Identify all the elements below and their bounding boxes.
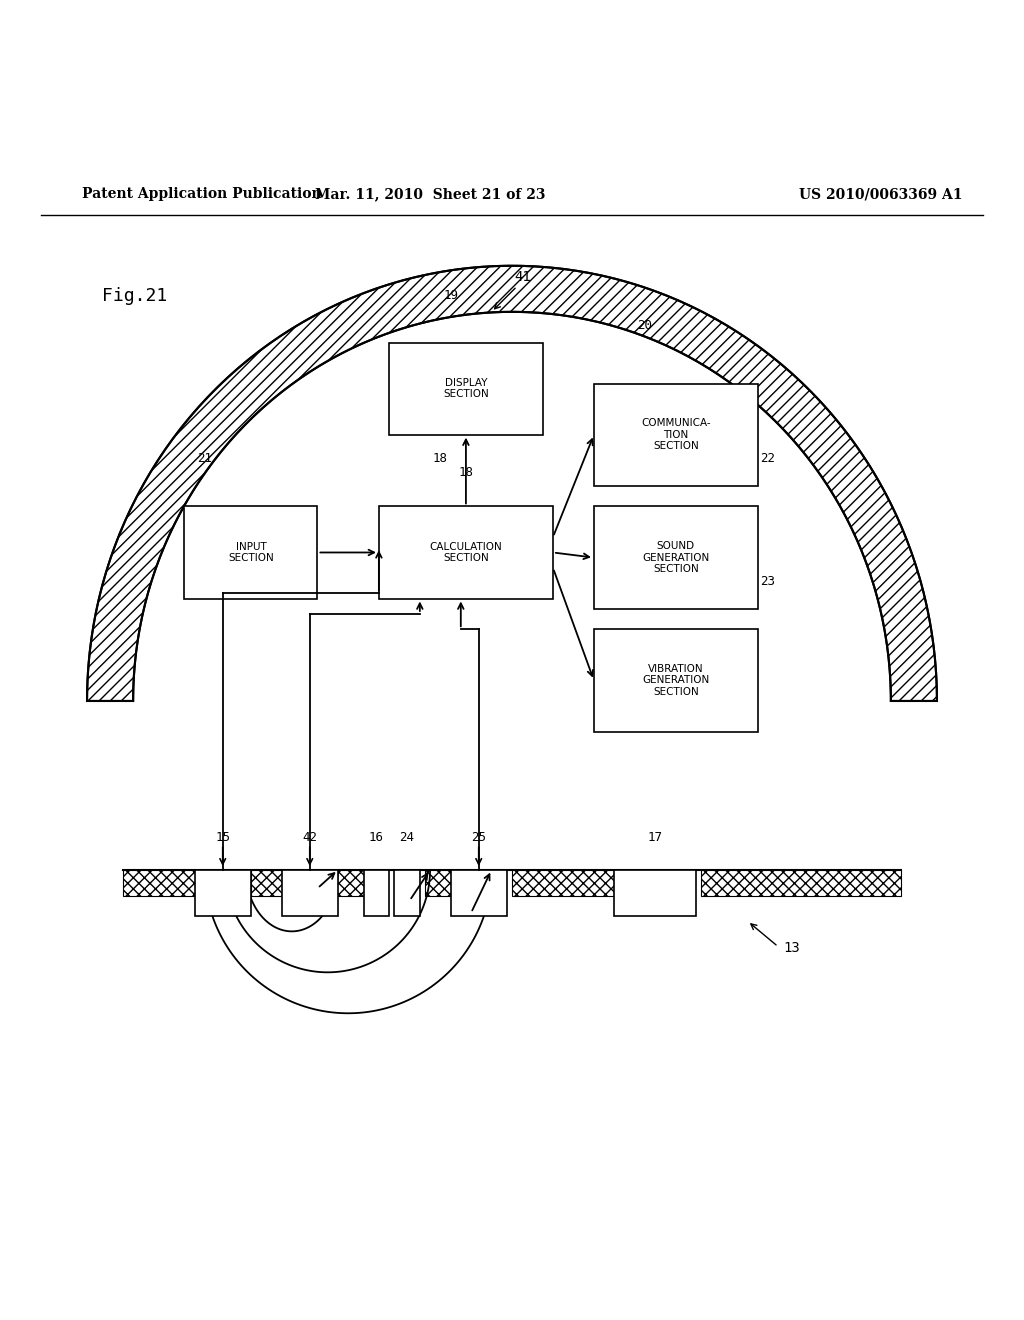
- Bar: [594, 507, 758, 609]
- Text: US 2010/0063369 A1: US 2010/0063369 A1: [799, 187, 963, 201]
- Bar: [123, 870, 251, 895]
- Bar: [364, 870, 389, 916]
- Bar: [184, 507, 317, 598]
- Text: Mar. 11, 2010  Sheet 21 of 23: Mar. 11, 2010 Sheet 21 of 23: [314, 187, 546, 201]
- Text: COMMUNICA-
TION
SECTION: COMMUNICA- TION SECTION: [641, 418, 711, 451]
- Text: 18: 18: [433, 453, 447, 466]
- Text: 21: 21: [198, 453, 212, 466]
- Text: 41: 41: [514, 271, 530, 284]
- Text: Fig.21: Fig.21: [102, 288, 168, 305]
- Bar: [394, 870, 420, 916]
- Text: 18: 18: [459, 466, 473, 479]
- Text: INPUT
SECTION: INPUT SECTION: [228, 541, 273, 564]
- Text: 17: 17: [648, 832, 663, 845]
- Text: 23: 23: [761, 576, 775, 589]
- Text: SOUND
GENERATION
SECTION: SOUND GENERATION SECTION: [642, 541, 710, 574]
- Bar: [451, 870, 507, 916]
- Bar: [594, 384, 758, 486]
- Bar: [701, 870, 901, 895]
- Text: 22: 22: [761, 453, 775, 466]
- Text: VIBRATION
GENERATION
SECTION: VIBRATION GENERATION SECTION: [642, 664, 710, 697]
- Text: Patent Application Publication: Patent Application Publication: [82, 187, 322, 201]
- Text: 13: 13: [783, 941, 800, 954]
- Text: 42: 42: [302, 832, 317, 845]
- Bar: [614, 870, 696, 916]
- Bar: [594, 630, 758, 731]
- Bar: [425, 870, 451, 895]
- Bar: [512, 870, 614, 895]
- Text: 16: 16: [369, 832, 384, 845]
- Bar: [389, 343, 543, 434]
- Text: CALCULATION
SECTION: CALCULATION SECTION: [429, 541, 503, 564]
- Text: 25: 25: [471, 832, 486, 845]
- Text: 15: 15: [215, 832, 230, 845]
- Bar: [251, 870, 364, 895]
- Text: 19: 19: [443, 289, 458, 301]
- Text: DISPLAY
SECTION: DISPLAY SECTION: [443, 378, 488, 400]
- Bar: [379, 507, 553, 598]
- Text: 24: 24: [399, 832, 415, 845]
- Polygon shape: [87, 265, 937, 701]
- Bar: [195, 870, 251, 916]
- Text: 20: 20: [638, 319, 652, 333]
- Bar: [282, 870, 338, 916]
